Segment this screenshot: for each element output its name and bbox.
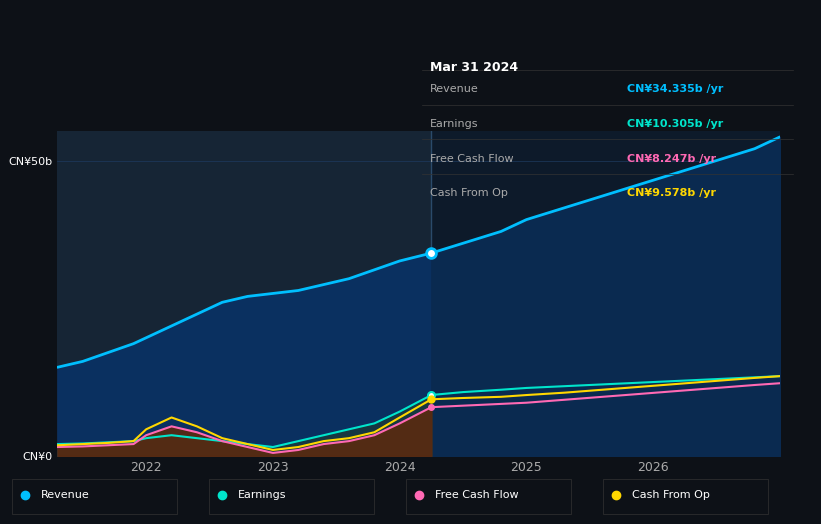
Text: CN¥9.578b /yr: CN¥9.578b /yr	[627, 188, 716, 198]
Text: Earnings: Earnings	[238, 490, 287, 500]
Text: Cash From Op: Cash From Op	[430, 188, 508, 198]
Text: Revenue: Revenue	[430, 84, 479, 94]
Text: Free Cash Flow: Free Cash Flow	[435, 490, 519, 500]
Bar	[431, 131, 780, 456]
Text: Cash From Op: Cash From Op	[632, 490, 710, 500]
Text: Revenue: Revenue	[41, 490, 89, 500]
Text: Mar 31 2024: Mar 31 2024	[430, 61, 518, 74]
Text: CN¥34.335b /yr: CN¥34.335b /yr	[627, 84, 723, 94]
Text: CN¥10.305b /yr: CN¥10.305b /yr	[627, 119, 723, 129]
Text: Free Cash Flow: Free Cash Flow	[430, 154, 514, 163]
Text: Earnings: Earnings	[430, 119, 479, 129]
Text: CN¥8.247b /yr: CN¥8.247b /yr	[627, 154, 717, 163]
Bar	[57, 131, 431, 456]
